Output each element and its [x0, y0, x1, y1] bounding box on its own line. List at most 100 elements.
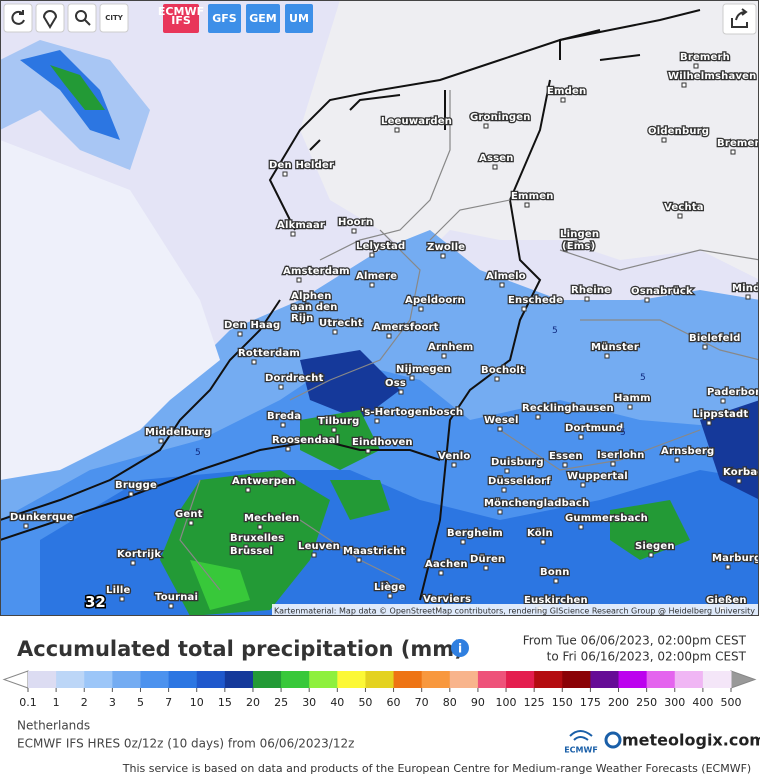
legend-label: 30 — [302, 696, 316, 709]
city-dot — [168, 603, 174, 609]
city-label: Alphen — [291, 291, 332, 302]
refresh-button[interactable] — [3, 3, 33, 33]
legend-under — [2, 670, 29, 689]
city-dot — [578, 434, 584, 440]
city-dot — [332, 329, 338, 335]
city-label: Bruxelles — [230, 533, 284, 544]
city-label: Duisburg — [491, 457, 544, 468]
city-dot — [331, 427, 337, 433]
legend-label: 25 — [274, 696, 288, 709]
legend-cell — [196, 671, 226, 688]
city-label: Iserlohn — [597, 450, 645, 461]
city-label: Den Helder — [269, 160, 334, 171]
contour-label: 5 — [195, 448, 201, 458]
city-label: Vechta — [664, 202, 704, 213]
zoom-button[interactable] — [67, 3, 97, 33]
city-dot — [351, 228, 357, 234]
zoom-icon — [75, 10, 87, 22]
city-dot — [725, 564, 731, 570]
city-label: Middelburg — [145, 427, 211, 438]
legend-label: 20 — [246, 696, 260, 709]
legend-label: 0.1 — [19, 696, 37, 709]
city-dot — [282, 171, 288, 177]
precip-area — [50, 65, 105, 110]
city-label: Hamm — [614, 393, 651, 404]
legend-cell — [477, 671, 507, 688]
city-label: Düren — [470, 554, 505, 565]
city-label: Groningen — [470, 112, 531, 123]
city-dot — [130, 560, 136, 566]
model-button[interactable] — [246, 4, 280, 33]
city-dot — [356, 557, 362, 563]
city-label: Gent — [175, 509, 203, 520]
model-button[interactable] — [208, 4, 241, 33]
legend-cell — [506, 671, 535, 688]
model-button[interactable] — [163, 4, 199, 33]
precip-area — [330, 480, 390, 520]
panel-title: Accumulated total precipitation (mm) — [17, 637, 464, 661]
city-dot — [501, 487, 507, 493]
brand[interactable]: meteologix.com — [622, 731, 760, 750]
city-dot — [720, 398, 726, 404]
info-icon: i — [458, 642, 462, 656]
city-label: Arnhem — [428, 342, 473, 353]
city-label: Breda — [267, 411, 301, 422]
locate-button[interactable] — [35, 3, 65, 33]
region: Netherlands — [17, 719, 90, 733]
ecmwf-icon — [569, 730, 593, 741]
city-dot — [573, 240, 579, 246]
city-dot — [418, 306, 424, 312]
city-label: Leeuwarden — [381, 116, 452, 127]
city-label: Gießen — [706, 595, 747, 606]
model-button-label: GFS — [212, 12, 237, 25]
coastline — [309, 9, 701, 151]
city-dot — [540, 539, 546, 545]
legend-cell — [449, 671, 479, 688]
legend-label: 40 — [330, 696, 344, 709]
city-label: Bremer — [717, 138, 760, 149]
city-dot — [398, 389, 404, 395]
legend-cell — [421, 671, 451, 688]
city-label: Den Haag — [224, 320, 280, 331]
city-label: Euskirchen — [524, 595, 588, 606]
city-dot — [644, 297, 650, 303]
city-dot — [311, 552, 317, 558]
city-label: Essen — [549, 451, 583, 462]
legend-label: 70 — [415, 696, 429, 709]
contour-label: 5 — [640, 373, 646, 383]
city-label: Bonn — [540, 567, 570, 578]
legend-label: 400 — [692, 696, 713, 709]
ecmwf-logo: ECMWF — [564, 746, 598, 755]
city-label: Almere — [356, 271, 397, 282]
city-label: Bremerh — [680, 52, 730, 63]
city-label: Lelystad — [356, 241, 405, 252]
city-label: Siegen — [635, 541, 675, 552]
attribution-bg — [272, 604, 758, 615]
city-dot — [374, 418, 380, 424]
legend-cell — [646, 671, 676, 688]
legend-cell — [337, 671, 366, 688]
city-label: Bielefeld — [689, 333, 741, 344]
city-dot — [158, 438, 164, 444]
zoom-icon — [84, 19, 91, 26]
legend-label: 3 — [109, 696, 116, 709]
map[interactable]: Bremerh Wilhelmshaven Emden Leeuwarden Groni… — [0, 0, 760, 616]
share-button[interactable] — [722, 3, 757, 35]
city-dot — [584, 296, 590, 302]
city-dot — [578, 524, 584, 530]
legend-cell — [618, 671, 648, 688]
city-dot — [492, 164, 498, 170]
model-button[interactable] — [285, 4, 313, 33]
city-dot — [237, 331, 243, 337]
city-label: Lingen — [560, 229, 599, 240]
city-button[interactable] — [99, 3, 129, 33]
city-dot — [562, 462, 568, 468]
model-button-label: ECMWF IFS — [158, 5, 204, 27]
legend-cell — [84, 671, 113, 688]
city-label: Mönchengladbach — [484, 498, 589, 509]
legend-label: 7 — [165, 696, 172, 709]
city-label: Wesel — [484, 415, 519, 426]
city-dot — [580, 482, 586, 488]
city-dot — [245, 487, 251, 493]
info-button[interactable] — [451, 639, 469, 657]
